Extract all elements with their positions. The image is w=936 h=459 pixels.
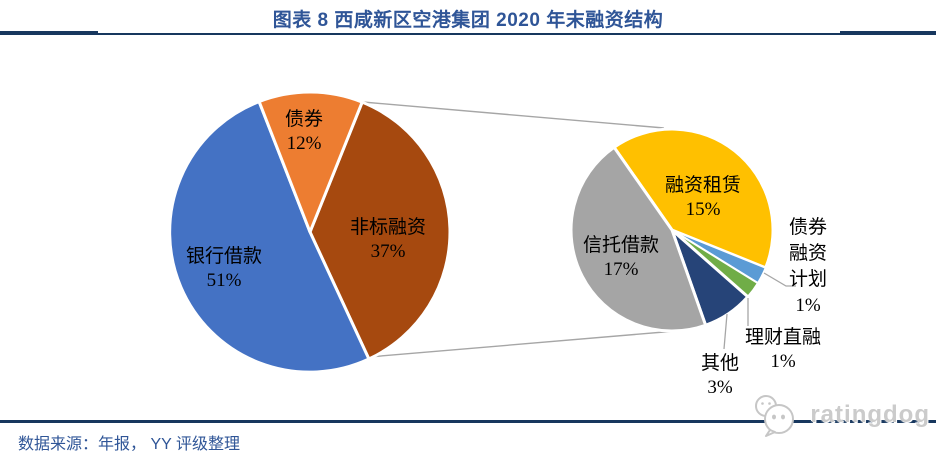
- label-bond-plan-pct: 1%: [795, 295, 821, 316]
- label-bond-financing-plan: 债券 融资 计划 1%: [789, 215, 827, 319]
- label-bank-loans-name: 银行借款: [185, 246, 263, 267]
- pie-slice-bank-loans: [168, 100, 371, 374]
- label-other-pct: 3%: [707, 377, 733, 398]
- label-other-name: 其他: [700, 353, 740, 374]
- page-title: 图表 8 西咸新区空港集团 2020 年末融资结构: [272, 10, 664, 31]
- label-bond-plan-line3: 计划: [788, 269, 828, 290]
- label-bank-loans: 银行借款 51%: [186, 245, 262, 293]
- pie-slice-bonds: [257, 90, 364, 234]
- leader-line-other: [723, 313, 728, 350]
- label-other: 其他 3%: [701, 352, 739, 400]
- label-bond-plan-line2: 融资: [788, 243, 828, 264]
- connector-line-bottom: [368, 330, 677, 358]
- label-trust-loans-name: 信托借款: [582, 235, 660, 256]
- label-wealth-direct-pct: 1%: [770, 351, 796, 372]
- label-bank-loans-pct: 51%: [206, 270, 242, 291]
- label-bonds-pct: 12%: [286, 133, 322, 154]
- top-rule-thin: [0, 33, 936, 35]
- label-bonds-name: 债券: [284, 109, 324, 130]
- leader-line-bond-financing-plan: [763, 272, 796, 287]
- watermark: ratingdog: [748, 393, 930, 437]
- label-bonds: 债券 12%: [285, 108, 323, 156]
- label-nonstandard-name: 非标融资: [349, 217, 427, 238]
- watermark-text: ratingdog: [810, 401, 930, 428]
- label-nonstandard-financing: 非标融资 37%: [350, 216, 426, 264]
- label-wealth-direct-name: 理财直融: [744, 327, 822, 348]
- bottom-rule: [0, 420, 936, 423]
- top-rule-thick-left: [0, 31, 98, 35]
- pie-slice-nonstandard-financing: [308, 100, 452, 361]
- label-trust-loans: 信托借款 17%: [583, 234, 659, 282]
- pie-slice-finance-lease: [612, 127, 775, 270]
- label-nonstandard-pct: 37%: [370, 241, 406, 262]
- data-source-note: 数据来源：年报， YY 评级整理: [18, 436, 240, 453]
- top-rule-thick-right: [840, 31, 936, 35]
- label-finance-lease: 融资租赁 15%: [665, 174, 741, 222]
- label-wealth-direct-financing: 理财直融 1%: [745, 326, 821, 374]
- connector-line-top: [362, 101, 665, 129]
- pie-slice-trust-loans: [569, 145, 708, 333]
- label-trust-loans-pct: 17%: [603, 259, 639, 280]
- wechat-chat-bubbles-icon: [755, 395, 795, 437]
- label-finance-lease-pct: 15%: [685, 199, 721, 220]
- label-bond-plan-line1: 债券: [788, 217, 828, 238]
- label-finance-lease-name: 融资租赁: [664, 175, 742, 196]
